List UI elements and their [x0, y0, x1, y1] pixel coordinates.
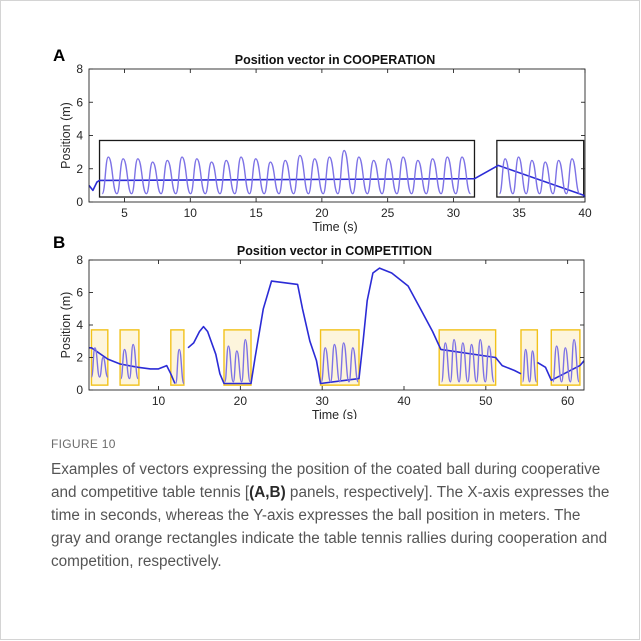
x-tick-label: 5 [121, 206, 128, 220]
x-tick-label: 40 [397, 394, 411, 408]
x-axis-label: Time (s) [312, 408, 357, 419]
x-tick-label: 30 [447, 206, 461, 220]
caption-after: panels, respectively]. The X-axis expres… [51, 484, 610, 570]
panel-letter: B [53, 233, 65, 252]
caption-before: Examples of vectors expressing the posit… [51, 461, 601, 501]
y-tick-label: 2 [76, 162, 83, 176]
x-tick-label: 10 [184, 206, 198, 220]
rally-box [98, 139, 476, 198]
x-tick-label: 10 [152, 394, 166, 408]
rally-oscillation [320, 342, 359, 383]
y-axis-label: Position (m) [59, 292, 73, 359]
figure-label: FIGURE 10 [51, 437, 116, 451]
panel-letter: A [53, 46, 65, 65]
y-tick-label: 6 [76, 286, 83, 300]
y-axis-label: Position (m) [59, 102, 73, 169]
rally-oscillation [224, 338, 251, 383]
rally-oscillation [552, 338, 580, 383]
x-tick-label: 35 [513, 206, 527, 220]
rally-box [319, 329, 360, 386]
rally-oscillation [101, 149, 472, 195]
chart-title: Position vector in COMPETITION [237, 244, 432, 258]
x-tick-label: 20 [234, 394, 248, 408]
rally-oscillation [120, 343, 139, 380]
x-tick-label: 20 [315, 206, 329, 220]
rally-oscillation [90, 347, 109, 378]
x-tick-label: 25 [381, 206, 395, 220]
y-tick-label: 8 [76, 253, 83, 267]
y-tick-label: 0 [76, 195, 83, 209]
y-tick-label: 4 [76, 129, 83, 143]
rally-box [520, 329, 539, 386]
chart-title: Position vector in COOPERATION [235, 53, 435, 67]
position-line [536, 360, 585, 382]
rally-oscillation [498, 156, 581, 195]
x-tick-label: 50 [479, 394, 493, 408]
x-tick-label: 15 [249, 206, 263, 220]
rally-box [223, 329, 252, 386]
rally-oscillation [440, 338, 495, 383]
rally-box [550, 329, 581, 386]
x-axis-label: Time (s) [312, 220, 357, 234]
y-tick-label: 6 [76, 95, 83, 109]
y-tick-label: 8 [76, 62, 83, 76]
caption-text: Examples of vectors expressing the posit… [51, 458, 611, 573]
x-tick-label: 60 [561, 394, 575, 408]
chart-panel-b: 10 20 30 40 50 60 0 2 4 6 8 Position vector in COMP… [53, 233, 585, 419]
rally-box [119, 329, 140, 386]
chart-panel-a: 5 10 15 20 25 30 35 40 0 2 4 6 8 Position vector in C… [53, 46, 592, 234]
y-tick-label: 4 [76, 318, 83, 332]
x-tick-label: 40 [578, 206, 592, 220]
rally-oscillation [175, 348, 185, 385]
x-tick-label: 30 [316, 394, 330, 408]
position-line [89, 346, 176, 384]
y-tick-label: 0 [76, 383, 83, 397]
position-line [88, 164, 586, 198]
caption-bold: (A,B) [249, 484, 286, 501]
figure-caption: FIGURE 10 Examples of vectors expressing… [51, 437, 611, 573]
rally-oscillation [521, 348, 538, 383]
y-tick-label: 2 [76, 351, 83, 365]
position-line [187, 267, 522, 385]
